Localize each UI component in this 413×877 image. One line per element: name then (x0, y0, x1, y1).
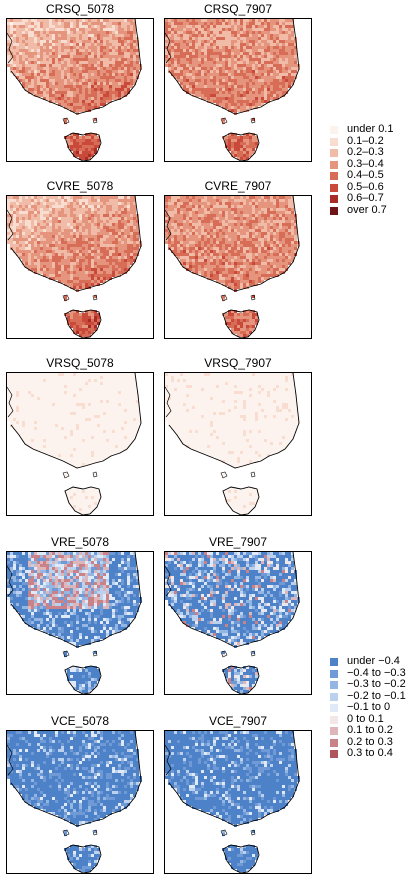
map-canvas (7, 552, 142, 694)
panel-title: VRE_5078 (50, 535, 110, 549)
legend-swatch (330, 172, 338, 180)
map-frame (164, 551, 312, 695)
panel-title: VRSQ_7907 (204, 356, 272, 370)
legend-swatch (330, 206, 338, 215)
map-frame (6, 730, 154, 874)
legend-swatch (330, 750, 338, 758)
panel-title: VRE_7907 (208, 535, 268, 549)
legend-swatch (330, 727, 338, 735)
legend-swatch (330, 137, 338, 146)
map-canvas (165, 731, 300, 873)
legend-label: 0.2 to 0.3 (347, 735, 393, 748)
legend-swatch (330, 704, 338, 712)
legend-swatch (330, 195, 338, 203)
legend-label: 0.2–0.3 (347, 146, 384, 158)
map-frame (6, 195, 154, 339)
legend-label: 0.5–0.6 (347, 180, 384, 193)
map-canvas (7, 19, 142, 161)
panel-title: VCE_7907 (208, 714, 268, 728)
legend-label: −0.2 to −0.1 (347, 689, 406, 702)
map-frame (164, 730, 312, 874)
legend-label: 0.1–0.2 (347, 134, 384, 147)
map-frame (6, 551, 154, 695)
map-canvas (165, 552, 300, 694)
legend-label: 0 to 0.1 (347, 712, 384, 725)
legend-label: under 0.1 (347, 123, 394, 135)
legend-label: 0.3–0.4 (347, 157, 384, 170)
legend-swatch (330, 126, 338, 134)
legend-label: −0.1 to 0 (347, 701, 391, 713)
map-frame (164, 372, 312, 516)
legend-label: 0.6–0.7 (347, 192, 384, 204)
panel-title: CVRE_5078 (46, 179, 114, 193)
map-frame (164, 18, 312, 162)
legend-label: −0.4 to −0.3 (347, 666, 406, 679)
map-frame (6, 18, 154, 162)
map-canvas (165, 196, 300, 338)
legend-swatch (330, 183, 338, 192)
panel-title: VCE_5078 (50, 714, 110, 728)
panel-title: CRSQ_7907 (203, 2, 273, 16)
panel-title: VRSQ_5078 (46, 356, 114, 370)
legend-swatch (330, 669, 338, 678)
map-canvas (165, 19, 300, 161)
legend-label: 0.1 to 0.2 (347, 724, 393, 736)
legend-swatch (330, 149, 338, 157)
map-canvas (165, 373, 300, 515)
map-canvas (7, 731, 142, 873)
legend-label: −0.3 to −0.2 (347, 678, 406, 690)
legend-swatch (330, 160, 338, 169)
legend-label: 0.4–0.5 (347, 169, 384, 181)
legend-label: under −0.4 (347, 655, 400, 667)
legend-swatch (330, 681, 338, 689)
map-frame (6, 372, 154, 516)
map-frame (164, 195, 312, 339)
panel-title: CVRE_7907 (204, 179, 272, 193)
map-canvas (7, 196, 142, 338)
legend-swatch (330, 658, 338, 666)
legend-label: 0.3 to 0.4 (347, 747, 393, 759)
map-canvas (7, 373, 142, 515)
legend-swatch (330, 692, 338, 701)
panel-title: CRSQ_5078 (45, 2, 115, 16)
legend-swatch (330, 715, 338, 724)
legend-swatch (330, 738, 338, 747)
legend-label: over 0.7 (347, 203, 387, 216)
